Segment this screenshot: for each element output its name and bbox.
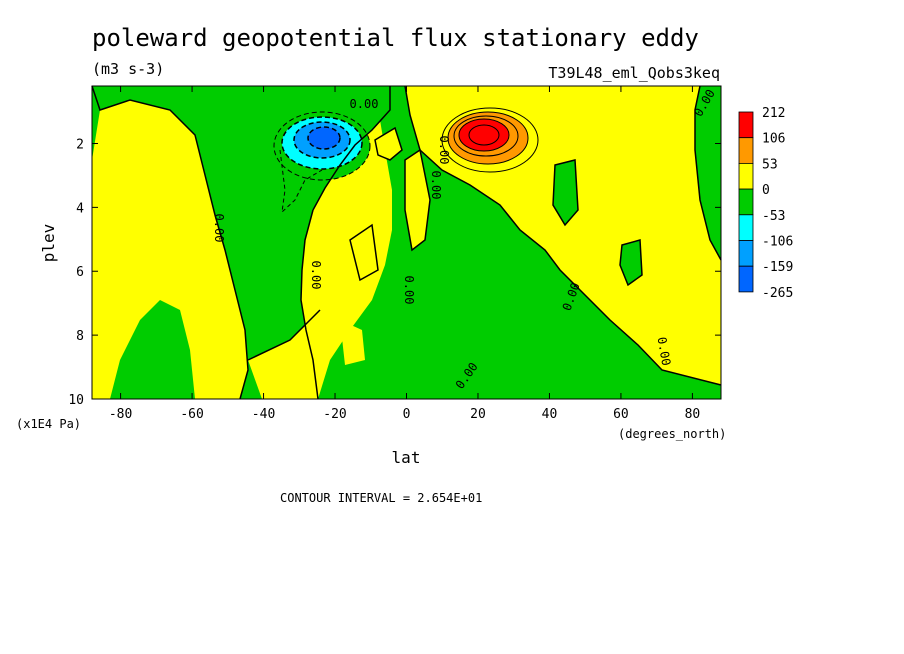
yellow-patch-d	[405, 150, 430, 250]
neg-contour-3	[308, 127, 340, 149]
x-units: (degrees_north)	[618, 427, 726, 441]
colorbar-box	[738, 162, 754, 190]
zero-line-k	[404, 148, 431, 252]
neg-line-2	[281, 116, 363, 170]
x-tick-label: -60	[180, 407, 203, 422]
green-island-b	[620, 240, 642, 285]
negative-flux-cell	[273, 111, 371, 214]
x-tick-label: -20	[323, 407, 346, 422]
y-tick-label: 8	[76, 329, 84, 344]
yellow-patch-e	[340, 320, 365, 365]
colorbar-box	[738, 111, 754, 139]
colorbar-label: -106	[762, 235, 793, 250]
y-tick-label: 6	[76, 265, 84, 280]
neg-line-1	[273, 111, 371, 181]
zero-label: 0.00	[309, 261, 323, 290]
zero-label: 0.00	[402, 276, 416, 305]
y-tick-label: 10	[68, 393, 84, 408]
y-axis: 2 4 6 8 10	[68, 137, 721, 408]
neg-line-4	[307, 126, 341, 150]
zero-contour-labels: 0.00 0.00 0.00 0.00 0.00 0.00 0.00 0.00 …	[212, 87, 718, 392]
zero-label: 0.00	[437, 136, 451, 165]
x-axis: -80 -60 -40 -20 0 20 40 60 80	[109, 86, 700, 422]
x-tick-label: 40	[542, 407, 558, 422]
x-tick-label: 0	[403, 407, 411, 422]
x-tick-label: -40	[252, 407, 275, 422]
x-tick-label: 60	[613, 407, 629, 422]
y-tick-label: 4	[76, 201, 84, 216]
zero-contours	[91, 85, 722, 400]
neg-line-3	[293, 121, 351, 159]
x-tick-label: 20	[470, 407, 486, 422]
zero-label: 0.00	[350, 97, 379, 111]
colorbar-box	[738, 137, 754, 164]
colorbar-label: 212	[762, 106, 785, 121]
colorbar: 212 106 53 0 -53 -106 -159 -265	[738, 106, 793, 301]
zero-line-a	[91, 85, 249, 400]
colorbar-label: 0	[762, 183, 770, 198]
contour-interval: CONTOUR INTERVAL = 2.654E+01	[280, 491, 482, 505]
colorbar-label: -159	[762, 260, 793, 275]
zero-line-c	[312, 86, 391, 211]
green-region-north	[695, 86, 721, 260]
zero-label: 0.00	[429, 171, 443, 200]
colorbar-box	[738, 240, 754, 267]
colorbar-box	[738, 214, 754, 241]
x-tick-label: 80	[685, 407, 701, 422]
zero-line-i	[247, 309, 321, 361]
neg-line-outer	[279, 149, 323, 214]
zero-line-b	[300, 209, 319, 400]
zero-label: 0.00	[655, 336, 674, 367]
zero-line-j	[349, 223, 379, 282]
colorbar-label: -53	[762, 209, 785, 224]
chart-units: (m3 s-3)	[92, 60, 164, 78]
x-axis-label: lat	[392, 448, 421, 467]
yellow-patch-west	[92, 100, 248, 399]
y-tick-label: 2	[76, 137, 84, 152]
chart-title: poleward geopotential flux stationary ed…	[92, 24, 699, 52]
zero-line-d	[404, 85, 722, 386]
y-units: (x1E4 Pa)	[16, 417, 81, 431]
zero-line-h	[374, 126, 403, 161]
zero-line-f	[552, 159, 579, 227]
positive-flux-cell	[441, 107, 539, 173]
positive-field-patches	[92, 100, 430, 399]
colorbar-label: 53	[762, 157, 778, 172]
yellow-patch-mid	[248, 310, 330, 399]
colorbar-box	[738, 265, 754, 293]
colorbar-label: -265	[762, 286, 793, 301]
pos-contour-4	[468, 124, 500, 146]
colorbar-box	[738, 188, 754, 216]
zero-line-e	[694, 85, 722, 261]
x-tick-label: -80	[109, 407, 132, 422]
plot-area: 0.00 0.00 0.00 0.00 0.00 0.00 0.00 0.00 …	[91, 85, 722, 400]
experiment-label: T39L48_eml_Qobs3keq	[548, 64, 720, 82]
green-island-a	[553, 160, 578, 225]
y-axis-label: plev	[39, 224, 58, 263]
zero-line-g	[619, 239, 643, 287]
colorbar-label: 106	[762, 132, 785, 147]
zero-label: 0.00	[212, 214, 226, 243]
